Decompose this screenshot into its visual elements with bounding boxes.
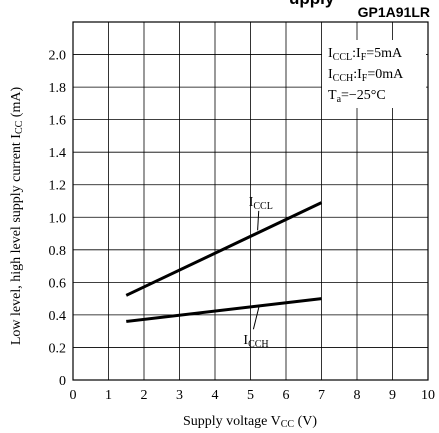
series-label-cch: ICCH bbox=[243, 333, 268, 350]
plot-frame bbox=[72, 21, 429, 381]
y-tick-label: 1.2 bbox=[49, 179, 67, 194]
conditions-legend: ICCL:IF=5mA ICCH:IF=0mA Ta=−25°C bbox=[328, 46, 404, 105]
y-tick-label: 0.6 bbox=[49, 276, 67, 291]
series-line-cch bbox=[126, 297, 322, 323]
conditions-box bbox=[322, 40, 426, 108]
x-tick-label: 5 bbox=[247, 388, 254, 403]
y-tick-label: 0.2 bbox=[49, 341, 67, 356]
x-tick-label: 8 bbox=[354, 388, 361, 403]
y-tick-label: 0 bbox=[59, 374, 66, 389]
condition-line: Ta=−25°C bbox=[328, 88, 386, 105]
x-tick-label: 10 bbox=[421, 388, 435, 403]
series-lines: ICCL ICCH bbox=[125, 195, 323, 350]
gridlines bbox=[73, 21, 428, 380]
x-tick-label: 3 bbox=[176, 388, 183, 403]
x-tick-label: 1 bbox=[105, 388, 112, 403]
y-axis-label: Low level, high level supply current ICC… bbox=[9, 87, 25, 346]
x-tick-labels: 0 1 2 3 4 5 6 7 8 9 10 bbox=[70, 388, 436, 403]
y-tick-labels: 0 0.2 0.4 0.6 0.8 1.0 1.2 1.4 1.6 1.8 2.0 bbox=[49, 49, 67, 389]
x-tick-label: 4 bbox=[212, 388, 219, 403]
y-tick-label: 1.4 bbox=[49, 146, 67, 161]
y-tick-label: 1.0 bbox=[49, 211, 67, 226]
x-tick-label: 9 bbox=[389, 388, 396, 403]
x-tick-label: 6 bbox=[283, 388, 290, 403]
x-tick-label: 2 bbox=[141, 388, 148, 403]
model-number: GP1A91LR bbox=[358, 4, 430, 20]
x-axis-label: Supply voltage VCC (V) bbox=[183, 414, 317, 430]
series-line-ccl bbox=[125, 201, 323, 297]
chart-title-fragment: upply bbox=[289, 0, 335, 8]
x-tick-label: 0 bbox=[70, 388, 77, 403]
condition-line: ICCL:IF=5mA bbox=[328, 46, 403, 63]
series-leader-ccl bbox=[257, 210, 260, 231]
y-tick-label: 0.8 bbox=[49, 244, 67, 259]
y-tick-label: 0.4 bbox=[49, 309, 67, 324]
x-tick-label: 7 bbox=[318, 388, 325, 403]
y-tick-label: 1.8 bbox=[49, 81, 67, 96]
series-label-ccl: ICCL bbox=[249, 195, 273, 212]
y-tick-label: 1.6 bbox=[49, 114, 67, 129]
series-leader-cch bbox=[252, 305, 260, 330]
condition-line: ICCH:IF=0mA bbox=[328, 67, 404, 84]
y-tick-label: 2.0 bbox=[49, 49, 67, 64]
